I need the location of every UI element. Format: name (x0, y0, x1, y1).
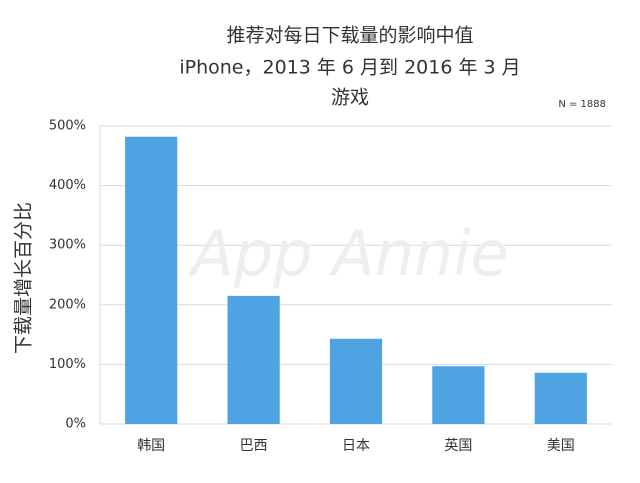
x-tick-label: 日本 (342, 438, 370, 454)
annotation: N = 1888 (558, 99, 606, 110)
y-tick-label: 0% (65, 417, 86, 432)
y-tick-label: 100% (49, 357, 86, 372)
y-tick-label: 500% (49, 119, 86, 134)
x-tick-label: 韩国 (137, 438, 165, 454)
x-tick-label: 美国 (547, 438, 575, 454)
bar (329, 338, 383, 424)
watermark: App Annie (187, 217, 508, 290)
chart-subtitle: iPhone，2013 年 6 月到 2016 年 3 月 (179, 57, 520, 79)
y-tick-label: 200% (49, 297, 86, 312)
bar (125, 136, 178, 424)
y-tick-label: 400% (49, 178, 86, 193)
y-tick-label: 300% (49, 238, 86, 253)
bar (534, 372, 587, 424)
y-axis-label: 下载量增长百分比 (13, 202, 35, 354)
x-tick-label: 巴西 (240, 438, 268, 454)
bar (432, 366, 485, 424)
bar (227, 295, 280, 424)
x-tick-label: 英国 (444, 437, 472, 454)
chart-subtitle: 游戏 (331, 87, 369, 109)
chart-title: 推荐对每日下载量的影响中值 (226, 25, 473, 47)
